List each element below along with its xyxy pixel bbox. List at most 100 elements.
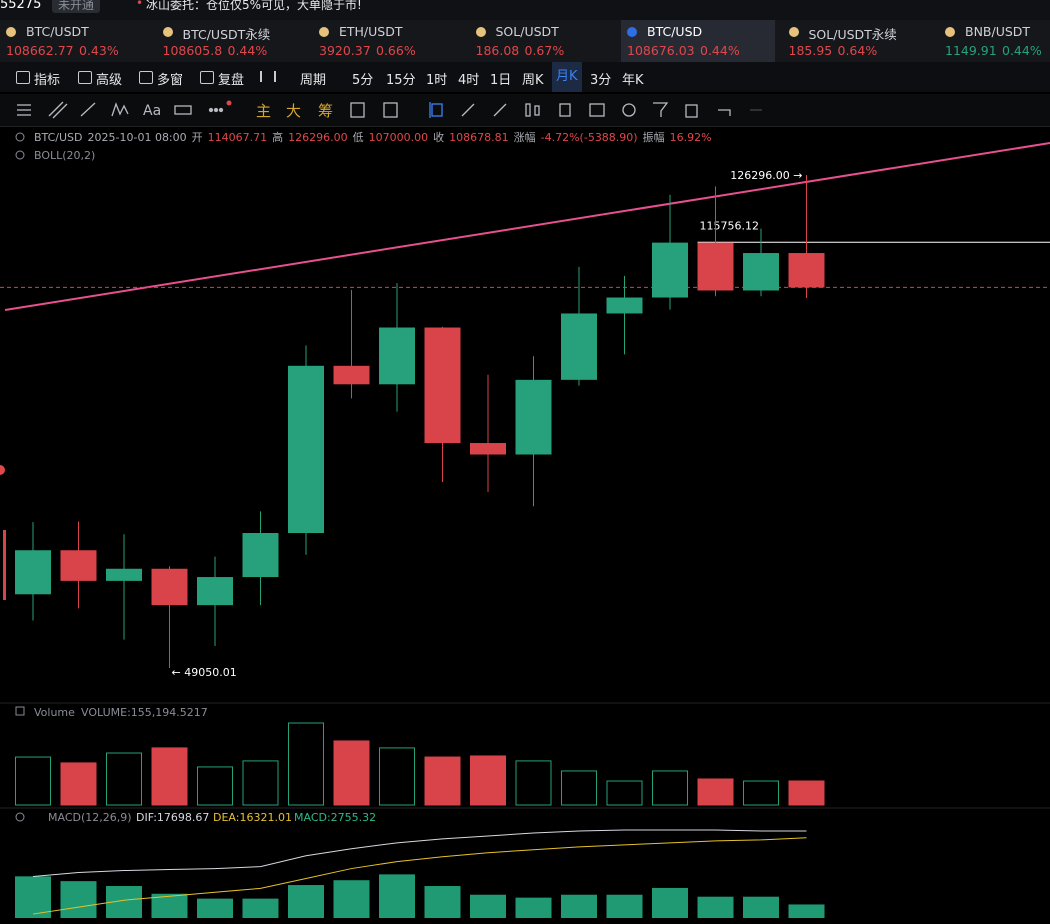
legend-icons [15,132,25,822]
change: 0.44% [700,43,740,58]
period[interactable]: 周期 [300,73,327,88]
coin-icon [162,27,173,37]
tool-item[interactable]: 高级 [96,73,123,88]
volume-bar [652,770,688,806]
coin-icon [6,27,16,37]
edge-bar [3,530,6,600]
volume-title: Volume [34,706,75,719]
info-item: 高 [272,131,284,144]
interval[interactable]: 5分 [352,73,374,88]
top-bar: 55275 未开通 • 冰山委托：仓位仅5%可见，大单隐于市! [0,0,1050,20]
ticker[interactable]: BTC/USDT 108662.77 0.43% [0,20,154,62]
volume-bar [515,760,552,806]
ticker[interactable]: BTC/USD 108676.03 0.44% [621,20,775,62]
macd-bar [788,904,825,918]
icon[interactable] [111,102,129,117]
badge[interactable]: 未开通 [52,0,101,13]
tool-icon[interactable] [200,71,214,84]
info-item: 涨幅 [513,131,536,144]
ticker[interactable]: SOL/USDT永续 185.95 0.64% [783,20,937,62]
change: 0.43% [79,43,119,58]
tool-icon[interactable] [139,71,153,84]
interval[interactable]: 年K [622,73,644,88]
candle-body [106,568,142,581]
info-item: BTC/USD [34,131,83,144]
info-item: 开 [191,131,203,144]
macd-title: MACD(12,26,9) [48,811,132,824]
tool-item[interactable]: 多窗 [157,73,184,88]
volume-bar [60,762,97,806]
price: 185.95 [788,43,833,58]
volume-label: VOLUME:155,194.5217 [81,706,208,719]
price: 186.08 [475,43,520,58]
trend-line[interactable] [4,142,1050,311]
icon[interactable] [80,102,96,117]
volume-bar [743,780,779,806]
notice[interactable]: 冰山委托：仓位仅5%可见，大单隐于市! [146,0,362,12]
interval[interactable]: 4时 [458,73,480,88]
panel-toggle[interactable]: 筹 [318,102,334,120]
macd-bar [561,894,597,918]
chart: BOLL(20,2) 115756.12 126296.00 → ← 49050.0… [0,132,1050,918]
macd-bar [697,896,734,918]
panel-toggle[interactable]: 主 [256,102,272,120]
interval[interactable]: 3分 [590,73,612,88]
price: 108605.8 [162,43,223,58]
change: 0.67% [524,43,565,58]
candle-body [151,568,188,606]
interval[interactable]: 15分 [386,73,416,88]
price: 108662.77 [6,43,74,58]
candle-body [288,365,324,534]
draw-icons: Aa [17,100,762,119]
ticker[interactable]: SOL/USDT 186.08 0.67% [470,20,624,62]
ticker-bar: BTC/USDT 108662.77 0.43% BTC/USDT永续 108605.8… [0,20,1050,62]
icon[interactable]: Aa [143,103,161,119]
icon[interactable] [208,100,232,113]
edge-marker [0,465,5,475]
level-label: 115756.12 [700,219,760,232]
macd-bar [60,881,97,918]
change: 0.44% [227,43,268,58]
macd-bar [424,886,461,918]
low-label: ← 49050.01 [172,666,237,679]
interval[interactable]: 1日 [490,73,512,88]
info-item: 107000.00 [368,131,429,144]
coin-icon [788,27,799,37]
boll-label: BOLL(20,2) [34,149,95,162]
interval[interactable]: 周K [522,73,544,88]
volume-bar [606,780,643,806]
icon[interactable] [17,104,31,116]
tool-item[interactable]: 复盘 [218,73,245,88]
tool-icon[interactable] [78,71,92,84]
info-item: 16.92% [669,131,712,144]
macd-dea-line [32,837,807,915]
macd-dif-line [32,829,807,877]
icon[interactable] [48,101,68,119]
coin-icon [945,27,955,37]
interval[interactable]: 月K [552,62,582,92]
volume-bar [424,756,461,806]
tool-item[interactable]: 指标 [34,73,61,88]
volume-bar [379,747,415,806]
interval[interactable]: 1时 [426,73,448,88]
chart-type[interactable] [260,71,276,82]
tool-icon[interactable] [16,71,30,84]
volume-bar [561,770,597,806]
ticker[interactable]: BTC/USDT永续 108605.8 0.44% [157,20,311,62]
icon[interactable] [350,102,762,118]
volume-bar [788,780,825,806]
symbol: BNB/USDT [965,24,1031,39]
high-label: 126296.00 → [730,169,802,182]
ticker[interactable]: ETH/USDT 3920.37 0.66% [313,20,467,62]
icon[interactable] [174,105,192,115]
symbol: BTC/USD [647,24,703,39]
candle-body [333,365,370,385]
panel-toggle[interactable]: 大 [286,102,302,120]
symbol: SOL/USDT [495,24,559,39]
change: 0.66% [376,43,416,58]
account: 55275 [0,0,42,12]
info-item: 108678.81 [449,131,509,144]
macd-bar [242,898,279,918]
draw-toolbar: Aa 主大筹 [0,94,1050,127]
ticker[interactable]: BNB/USDT 1149.91 0.44% [939,20,1050,62]
